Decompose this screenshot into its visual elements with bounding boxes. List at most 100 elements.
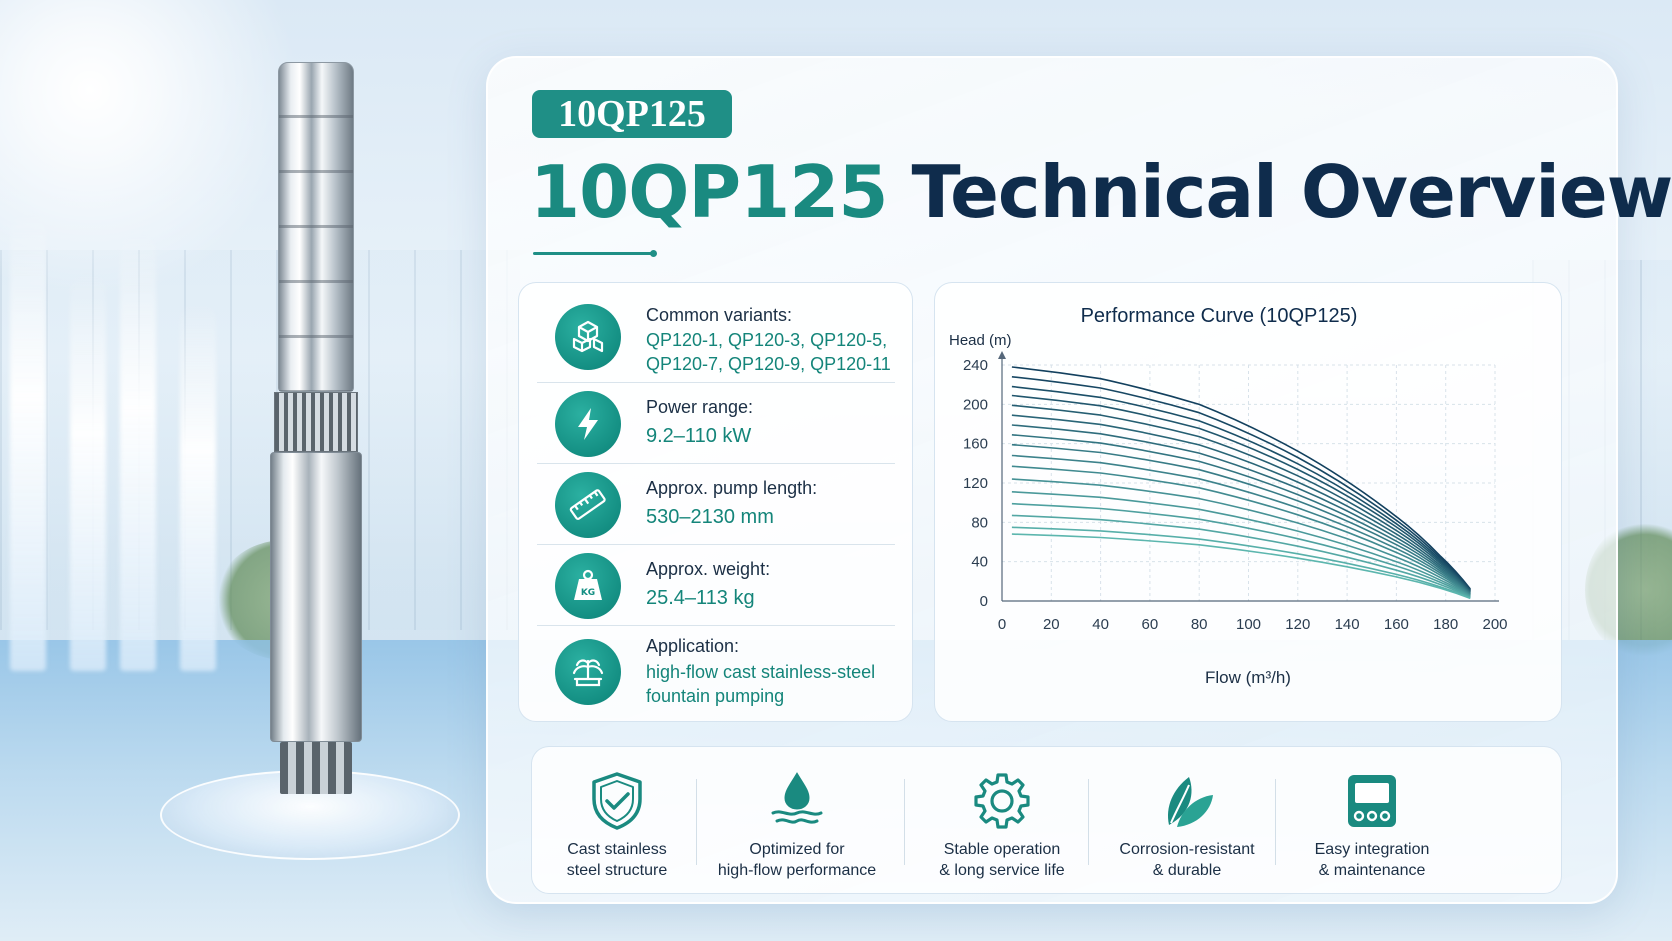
spec-value-line: QP120-7, QP120-9, QP120-11 bbox=[646, 354, 891, 374]
svg-text:KG: KG bbox=[581, 588, 595, 598]
y-tick-label: 0 bbox=[980, 593, 988, 610]
x-tick-label: 120 bbox=[1285, 616, 1310, 633]
y-tick-label: 80 bbox=[971, 514, 988, 531]
page-title: 10QP125 Technical Overview bbox=[530, 150, 1672, 240]
title-text: Technical Overview bbox=[911, 150, 1672, 234]
series-line bbox=[1011, 478, 1471, 597]
feature-line: Corrosion-resistant bbox=[1119, 841, 1255, 858]
feature-high-flow: Optimized for high-flow performance bbox=[697, 747, 897, 895]
lightning-icon bbox=[555, 391, 621, 457]
divider bbox=[1275, 779, 1276, 865]
series-line bbox=[1011, 376, 1471, 591]
spec-value-line: 530–2130 mm bbox=[646, 506, 774, 528]
series-line bbox=[1011, 443, 1471, 595]
fountain-icon bbox=[555, 639, 621, 705]
fountain-jet bbox=[70, 271, 106, 671]
spec-item-length: Approx. pump length: 530–2130 mm bbox=[537, 464, 895, 545]
feature-integration: Easy integration & maintenance bbox=[1282, 747, 1462, 895]
submersible-pump-image bbox=[270, 62, 362, 794]
fountain-jet bbox=[180, 301, 216, 671]
series-line bbox=[1011, 533, 1471, 600]
feature-text: Optimized for high-flow performance bbox=[697, 839, 897, 881]
spec-label: Approx. weight: bbox=[646, 559, 771, 579]
gear-icon bbox=[974, 773, 1030, 829]
series-line bbox=[1011, 526, 1471, 599]
spec-value-line: fountain pumping bbox=[646, 686, 785, 706]
feature-text: Cast stainless steel structure bbox=[537, 839, 697, 881]
feature-line: steel structure bbox=[566, 862, 668, 879]
series-line bbox=[1011, 414, 1471, 593]
chart-grid bbox=[1002, 364, 1496, 601]
spec-value-line: 9.2–110 kW bbox=[646, 425, 752, 447]
chart-title: Performance Curve (10QP125) bbox=[1081, 305, 1358, 327]
pump-stage-section bbox=[278, 62, 354, 392]
series-line bbox=[1011, 514, 1471, 599]
chart-y-axis-label: Head (m) bbox=[949, 332, 1012, 349]
feature-line: high-flow performance bbox=[717, 862, 877, 879]
y-tick-label: 40 bbox=[971, 554, 988, 571]
shield-check-icon bbox=[592, 772, 642, 830]
model-badge: 10QP125 bbox=[532, 90, 732, 138]
x-tick-label: 200 bbox=[1482, 616, 1507, 633]
spec-item-application: Application: high-flow cast stainless-st… bbox=[537, 626, 895, 718]
performance-chart: Performance Curve (10QP125) Head (m) Flo… bbox=[949, 305, 1508, 687]
feature-line: & long service life bbox=[939, 862, 1065, 879]
chart-tick-labels: 0 20 40 60 80 100 120 140 160 180 200 0 40 80 120 160 20… bbox=[963, 357, 1508, 633]
y-tick-label: 160 bbox=[963, 436, 988, 453]
x-tick-label: 100 bbox=[1236, 616, 1261, 633]
spec-label: Common variants: bbox=[646, 305, 793, 325]
spec-value-line: 25.4–113 kg bbox=[646, 587, 755, 609]
chart-axes bbox=[998, 351, 1499, 602]
spec-label: Approx. pump length: bbox=[646, 478, 818, 498]
series-line bbox=[1011, 404, 1471, 592]
y-axis-arrow bbox=[998, 351, 1006, 359]
spec-label: Power range: bbox=[646, 397, 754, 417]
y-tick-label: 200 bbox=[963, 396, 988, 413]
x-tick-label: 140 bbox=[1335, 616, 1360, 633]
feature-cast-steel: Cast stainless steel structure bbox=[537, 747, 697, 895]
spec-item-power: Power range: 9.2–110 kW bbox=[537, 383, 895, 464]
series-line bbox=[1011, 502, 1471, 598]
chart-series bbox=[1011, 366, 1471, 600]
feature-corrosion: Corrosion-resistant & durable bbox=[1097, 747, 1277, 895]
title-underline bbox=[533, 250, 657, 257]
feature-line: Optimized for bbox=[749, 841, 845, 858]
x-tick-label: 60 bbox=[1142, 616, 1159, 633]
series-line bbox=[1011, 434, 1471, 594]
feature-stable: Stable operation & long service life bbox=[912, 747, 1092, 895]
divider bbox=[904, 779, 905, 865]
x-tick-label: 180 bbox=[1433, 616, 1458, 633]
chart-x-axis-label: Flow (m³/h) bbox=[1205, 668, 1291, 687]
fountain-jet bbox=[120, 231, 156, 671]
feature-line: Cast stainless bbox=[567, 841, 667, 858]
pump-intake-screen bbox=[274, 392, 358, 452]
feature-line: Stable operation bbox=[943, 841, 1061, 858]
series-line bbox=[1011, 465, 1471, 596]
x-tick-label: 160 bbox=[1384, 616, 1409, 633]
spec-value-line: QP120-1, QP120-3, QP120-5, bbox=[646, 330, 888, 350]
x-tick-label: 40 bbox=[1092, 616, 1109, 633]
spec-item-weight: KG Approx. weight: 25.4–113 kg bbox=[537, 545, 895, 626]
y-tick-label: 120 bbox=[963, 475, 988, 492]
series-line bbox=[1011, 454, 1471, 595]
divider bbox=[1088, 779, 1089, 865]
x-tick-label: 0 bbox=[998, 616, 1006, 633]
x-tick-label: 20 bbox=[1043, 616, 1060, 633]
series-line bbox=[1011, 394, 1471, 592]
y-tick-label: 240 bbox=[963, 357, 988, 374]
feature-line: & durable bbox=[1152, 862, 1222, 879]
series-line bbox=[1011, 491, 1471, 597]
control-panel-icon bbox=[1348, 775, 1396, 827]
spec-value-line: high-flow cast stainless-steel bbox=[646, 662, 876, 682]
feature-text: Easy integration & maintenance bbox=[1282, 839, 1462, 881]
series-line bbox=[1011, 385, 1471, 591]
feature-line: & maintenance bbox=[1318, 862, 1426, 879]
feature-text: Stable operation & long service life bbox=[912, 839, 1092, 881]
spec-label: Application: bbox=[646, 636, 740, 656]
weight-icon: KG bbox=[555, 553, 621, 619]
series-line bbox=[1011, 424, 1471, 594]
leaf-icon bbox=[1167, 777, 1213, 827]
feature-strip: Cast stainless steel structure Optimized … bbox=[531, 746, 1562, 894]
performance-chart-card: Performance Curve (10QP125) Head (m) Flo… bbox=[934, 282, 1562, 722]
pump-base bbox=[280, 742, 352, 794]
